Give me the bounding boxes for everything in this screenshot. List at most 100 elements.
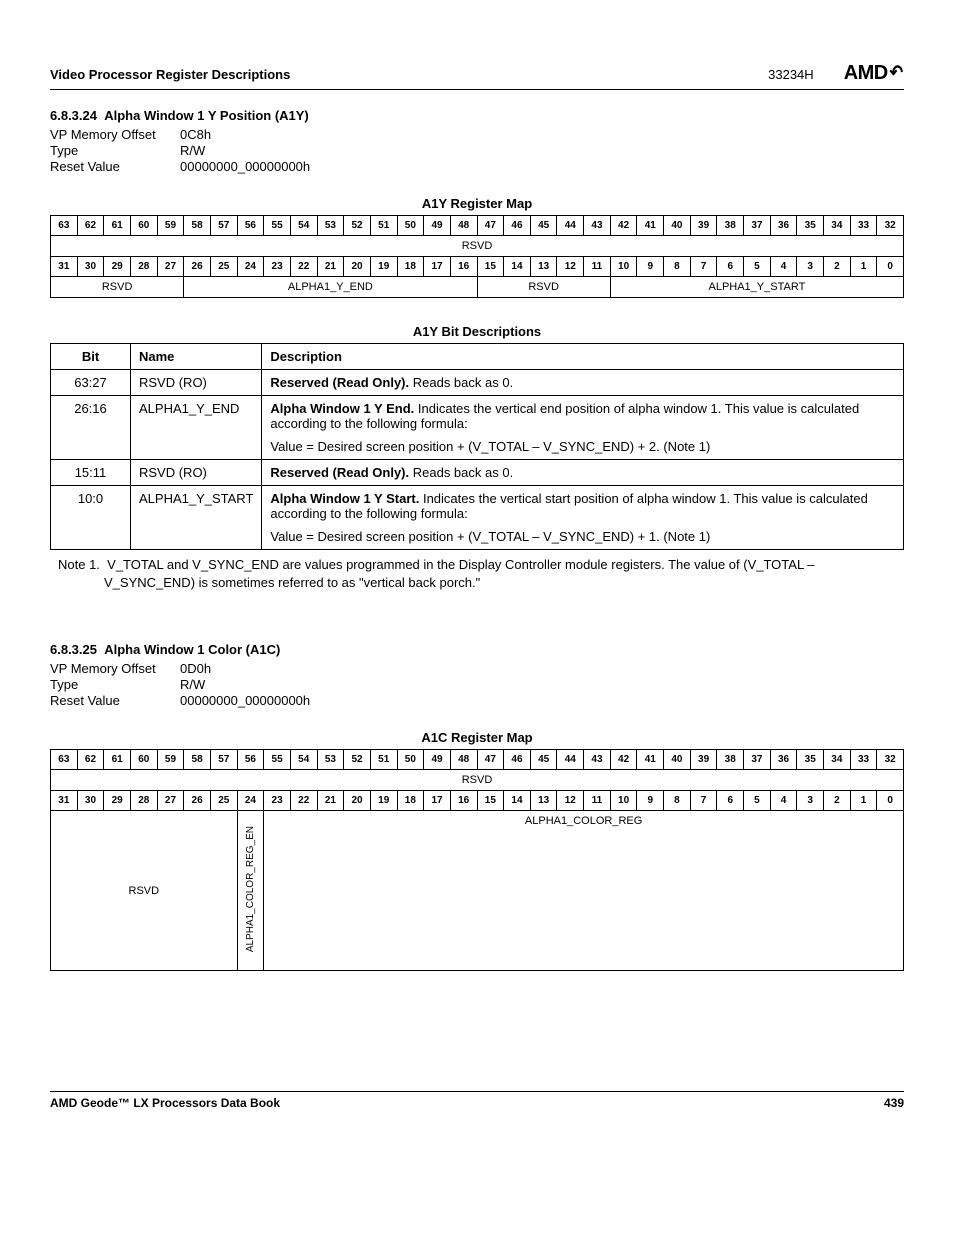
bit-num: 8: [664, 257, 691, 277]
bit-range: 10:0: [51, 486, 131, 550]
bit-num: 56: [237, 216, 264, 236]
bit-num: 24: [237, 791, 264, 811]
bit-num: 25: [210, 257, 237, 277]
amd-logo: AMD↶: [844, 60, 904, 85]
bit-num: 12: [557, 791, 584, 811]
bit-num: 62: [77, 216, 104, 236]
bit-num: 42: [610, 216, 637, 236]
bit-num: 3: [797, 257, 824, 277]
bit-num: 9: [637, 791, 664, 811]
bit-num: 27: [157, 791, 184, 811]
bit-num: 53: [317, 216, 344, 236]
bit-num: 58: [184, 750, 211, 770]
bit-num: 43: [584, 750, 611, 770]
bit-range: 26:16: [51, 396, 131, 460]
field-rsvd: RSVD: [51, 236, 904, 257]
bit-num: 1: [850, 791, 877, 811]
bit-num: 24: [237, 257, 264, 277]
bit-num: 2: [824, 791, 851, 811]
bit-num: 39: [690, 216, 717, 236]
bit-num: 55: [264, 216, 291, 236]
bit-num: 52: [344, 750, 371, 770]
bit-num: 20: [344, 791, 371, 811]
regmap-title: A1Y Register Map: [50, 196, 904, 211]
bit-num: 54: [290, 216, 317, 236]
bit-num: 5: [744, 791, 771, 811]
meta-offset: VP Memory Offset0D0h: [50, 661, 904, 676]
bit-num: 13: [530, 791, 557, 811]
bit-num: 20: [344, 257, 371, 277]
bit-num: 10: [610, 791, 637, 811]
bit-num: 35: [797, 750, 824, 770]
bit-num: 27: [157, 257, 184, 277]
table-row: 63:27RSVD (RO)Reserved (Read Only). Read…: [51, 370, 904, 396]
a1y-regmap-table: 6362616059585756555453525150494847464544…: [50, 215, 904, 298]
bit-num: 34: [824, 216, 851, 236]
bit-num: 4: [770, 791, 797, 811]
bit-num: 47: [477, 216, 504, 236]
bit-num: 18: [397, 791, 424, 811]
bit-num: 34: [824, 750, 851, 770]
bit-num: 46: [504, 750, 531, 770]
bit-num: 33: [850, 750, 877, 770]
bit-num: 31: [51, 791, 78, 811]
bit-num: 0: [877, 791, 904, 811]
bit-num: 6: [717, 791, 744, 811]
bit-num: 15: [477, 257, 504, 277]
bit-num: 19: [370, 257, 397, 277]
bit-num: 31: [51, 257, 78, 277]
bit-num: 9: [637, 257, 664, 277]
field-alpha1-color-reg: ALPHA1_COLOR_REG: [264, 811, 904, 971]
bit-num: 21: [317, 791, 344, 811]
bit-num: 28: [130, 257, 157, 277]
bit-num: 29: [104, 791, 131, 811]
field-alpha1-y-start: ALPHA1_Y_START: [610, 277, 903, 298]
bit-num: 22: [290, 257, 317, 277]
bit-num: 50: [397, 750, 424, 770]
bit-num: 18: [397, 257, 424, 277]
bit-num: 62: [77, 750, 104, 770]
bit-num: 48: [450, 216, 477, 236]
bit-range: 63:27: [51, 370, 131, 396]
bit-num: 55: [264, 750, 291, 770]
bit-num: 49: [424, 750, 451, 770]
bit-num: 61: [104, 750, 131, 770]
bit-num: 0: [877, 257, 904, 277]
bit-num: 46: [504, 216, 531, 236]
bit-num: 32: [877, 750, 904, 770]
bit-num: 30: [77, 791, 104, 811]
bit-num: 57: [210, 750, 237, 770]
bit-num: 60: [130, 750, 157, 770]
section-a1y: 6.8.3.24 Alpha Window 1 Y Position (A1Y)…: [50, 108, 904, 592]
bit-num: 44: [557, 216, 584, 236]
bit-num: 4: [770, 257, 797, 277]
bit-num: 45: [530, 216, 557, 236]
bit-num: 41: [637, 216, 664, 236]
bit-num: 42: [610, 750, 637, 770]
col-name: Name: [131, 344, 262, 370]
bit-num: 28: [130, 791, 157, 811]
bit-num: 1: [850, 257, 877, 277]
bit-num: 26: [184, 791, 211, 811]
bit-num: 35: [797, 216, 824, 236]
field-rsvd: RSVD: [51, 811, 238, 971]
bit-num: 36: [770, 216, 797, 236]
doc-id: 33234H: [768, 67, 814, 82]
meta-reset: Reset Value00000000_00000000h: [50, 693, 904, 708]
a1y-desc-table: Bit Name Description 63:27RSVD (RO)Reser…: [50, 343, 904, 550]
bit-num: 7: [690, 791, 717, 811]
bit-num: 14: [504, 257, 531, 277]
bit-num: 38: [717, 216, 744, 236]
bit-num: 17: [424, 791, 451, 811]
bit-num: 54: [290, 750, 317, 770]
bit-num: 60: [130, 216, 157, 236]
bit-num: 36: [770, 750, 797, 770]
bit-num: 30: [77, 257, 104, 277]
field-rsvd: RSVD: [51, 770, 904, 791]
field-name: ALPHA1_Y_START: [131, 486, 262, 550]
meta-offset: VP Memory Offset0C8h: [50, 127, 904, 142]
bit-num: 10: [610, 257, 637, 277]
bit-num: 11: [584, 257, 611, 277]
bit-num: 40: [664, 750, 691, 770]
meta-type: TypeR/W: [50, 677, 904, 692]
